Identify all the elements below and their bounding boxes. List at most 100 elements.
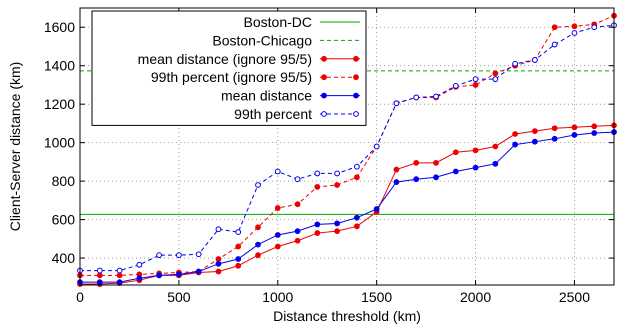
series-line (80, 131, 615, 283)
x-axis-title: Distance threshold (km) (273, 308, 421, 324)
data-point (492, 160, 499, 167)
data-point (571, 132, 578, 138)
data-point (353, 214, 360, 221)
data-point (195, 268, 202, 275)
data-point (353, 223, 360, 230)
series-line (80, 124, 615, 285)
data-point (215, 260, 222, 267)
series-group (77, 22, 617, 274)
data-point (235, 229, 242, 236)
x-tick-label: 2000 (460, 289, 491, 305)
plot-frame (79, 7, 615, 286)
y-tick-label: 1600 (44, 19, 75, 35)
data-point (116, 272, 123, 279)
data-point (235, 243, 242, 250)
data-point (235, 262, 242, 269)
data-point (531, 138, 538, 145)
x-axis-ticks: 0 500 1000 1500 2000 2500 (76, 8, 590, 305)
data-point (96, 267, 103, 274)
data-point (413, 176, 420, 183)
y-tick-label: 400 (52, 250, 76, 266)
data-point (571, 23, 578, 30)
data-point (591, 123, 598, 130)
x-tick-label: 0 (76, 289, 84, 305)
legend: Boston-DC Boston-Chicago mean distance (ig… (91, 10, 367, 126)
legend-marker (321, 74, 327, 81)
data-point (175, 252, 182, 259)
data-point (452, 168, 459, 175)
x-tick-label: 2500 (559, 289, 590, 305)
data-point (96, 272, 103, 279)
data-point (334, 170, 341, 177)
legend-marker (353, 111, 359, 117)
data-point (492, 70, 499, 77)
data-point (195, 251, 202, 258)
legend-marker (321, 92, 327, 99)
data-point (353, 174, 360, 181)
data-point (472, 147, 479, 154)
data-point (373, 206, 380, 212)
data-point (294, 176, 301, 183)
data-point (353, 163, 360, 170)
data-point (472, 76, 479, 83)
data-point (156, 252, 163, 259)
legend-label: Boston-Chicago (212, 32, 312, 48)
data-point (373, 143, 380, 150)
data-point (512, 60, 519, 67)
data-point (314, 221, 321, 228)
data-point (531, 128, 538, 135)
data-point (274, 243, 281, 250)
legend-label: mean distance (ignore 95/5) (138, 51, 312, 67)
y-tick-label: 600 (52, 212, 76, 228)
data-point (551, 135, 558, 142)
legend-label: Boston-DC (244, 14, 312, 30)
data-point (314, 170, 321, 177)
data-point (136, 261, 143, 268)
data-point (492, 143, 499, 150)
data-point (551, 24, 558, 31)
data-point (274, 168, 281, 175)
legend-label: 99th percent (234, 106, 312, 122)
data-point (472, 82, 479, 88)
series-group (77, 129, 617, 286)
data-point (334, 228, 341, 235)
data-point (591, 130, 598, 136)
data-point (255, 182, 261, 188)
data-point (591, 24, 598, 31)
x-tick-label: 1000 (262, 289, 293, 305)
data-point (334, 182, 341, 188)
x-tick-label: 500 (167, 289, 191, 305)
y-axis-title: Client-Server distance (km) (7, 62, 23, 232)
data-point (334, 220, 341, 227)
data-point (492, 76, 499, 83)
data-point (472, 164, 479, 171)
legend-marker (353, 92, 359, 99)
data-point (96, 279, 103, 286)
y-tick-label: 800 (52, 173, 76, 189)
y-tick-label: 1200 (44, 96, 75, 112)
data-point (452, 149, 459, 156)
data-point (294, 201, 301, 208)
data-point (255, 252, 261, 259)
legend-marker (353, 55, 359, 62)
data-point (571, 30, 578, 36)
data-point (512, 141, 519, 148)
data-point (215, 268, 222, 275)
series-group (77, 122, 617, 287)
legend-marker (321, 111, 327, 117)
y-axis-ticks: 400 600 800 1000 1200 1400 1600 (44, 19, 614, 266)
data-point (571, 124, 578, 131)
data-point (413, 159, 420, 166)
series-line (80, 24, 615, 272)
data-point (136, 275, 143, 282)
data-point (274, 232, 281, 238)
data-point (551, 41, 558, 48)
data-point (314, 183, 321, 190)
legend-label: 99th percent (ignore 95/5) (151, 69, 312, 85)
legend-box (91, 10, 367, 126)
data-point (393, 100, 400, 107)
data-point (433, 174, 439, 181)
y-tick-label: 1000 (44, 135, 75, 151)
data-point (175, 271, 182, 278)
